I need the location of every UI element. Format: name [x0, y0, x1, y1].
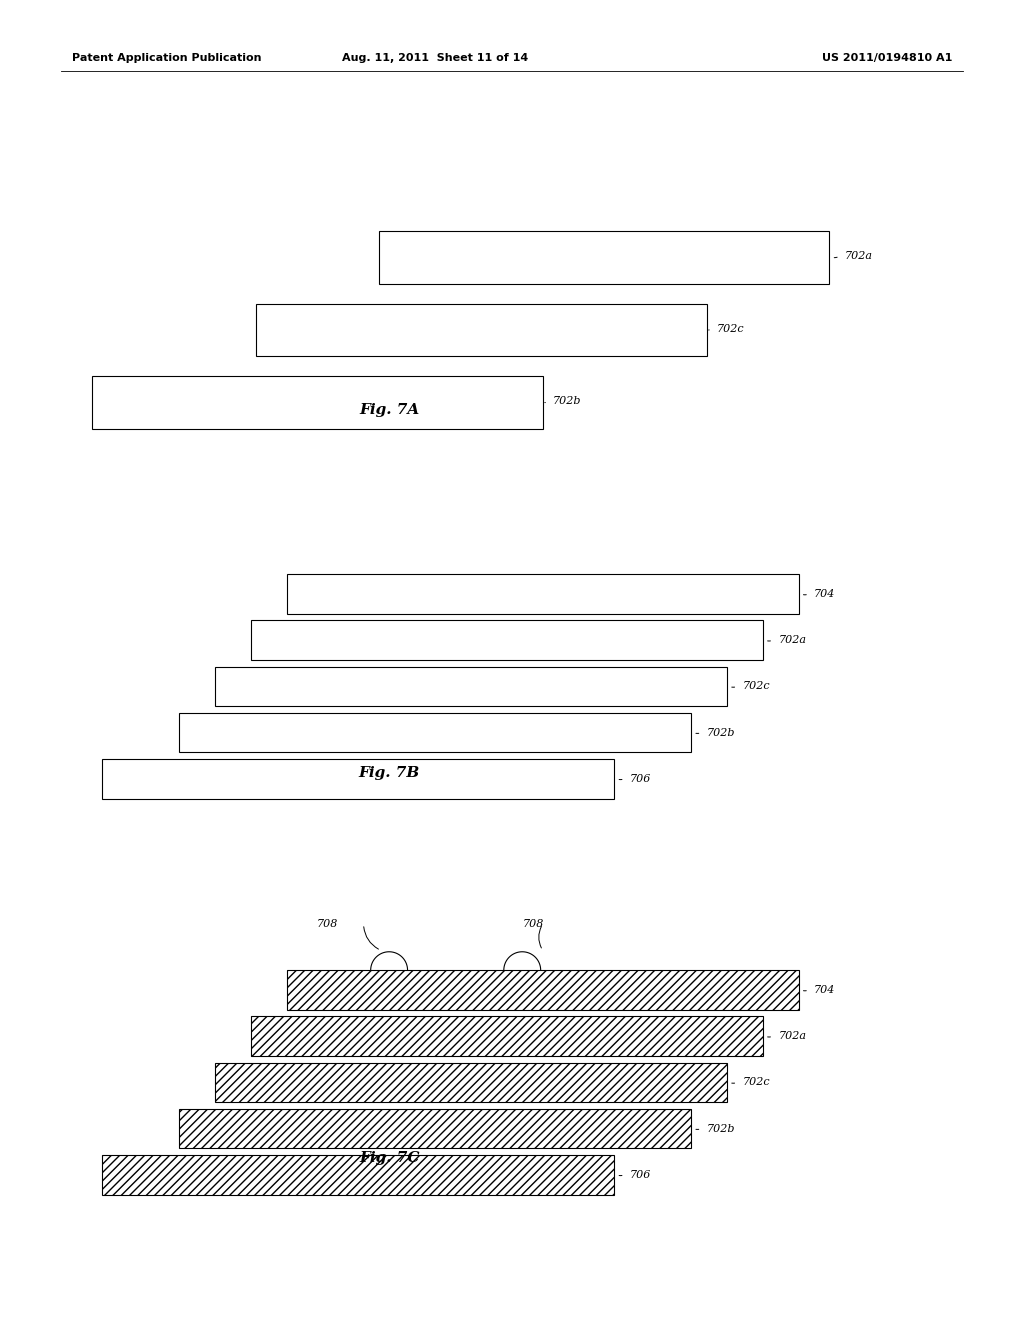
- Text: 702a: 702a: [778, 1031, 806, 1041]
- Bar: [179, 713, 691, 752]
- Bar: [179, 1109, 691, 1148]
- Text: 702c: 702c: [742, 681, 770, 692]
- Text: Fig. 7A: Fig. 7A: [359, 403, 419, 417]
- Text: 704: 704: [814, 985, 836, 995]
- Text: 702a: 702a: [778, 635, 806, 645]
- Bar: [215, 1063, 727, 1102]
- Text: Patent Application Publication: Patent Application Publication: [72, 53, 261, 63]
- Text: 702b: 702b: [553, 396, 582, 407]
- Text: US 2011/0194810 A1: US 2011/0194810 A1: [822, 53, 952, 63]
- Bar: [215, 667, 727, 706]
- Bar: [379, 231, 829, 284]
- Text: Fig. 7C: Fig. 7C: [358, 1151, 420, 1166]
- Bar: [92, 376, 543, 429]
- Text: 708: 708: [522, 919, 544, 929]
- Text: 706: 706: [630, 1170, 651, 1180]
- Text: Aug. 11, 2011  Sheet 11 of 14: Aug. 11, 2011 Sheet 11 of 14: [342, 53, 528, 63]
- Text: 702a: 702a: [845, 251, 872, 261]
- Text: 702c: 702c: [717, 323, 744, 334]
- Text: 708: 708: [316, 919, 338, 929]
- Text: 704: 704: [814, 589, 836, 599]
- Bar: [256, 304, 707, 356]
- Text: 702c: 702c: [742, 1077, 770, 1088]
- Text: 702b: 702b: [707, 1123, 735, 1134]
- Bar: [102, 759, 614, 799]
- Bar: [251, 1016, 763, 1056]
- Bar: [287, 970, 799, 1010]
- Bar: [287, 574, 799, 614]
- Text: 706: 706: [630, 774, 651, 784]
- Bar: [102, 1155, 614, 1195]
- Text: Fig. 7B: Fig. 7B: [358, 766, 420, 780]
- Text: 702b: 702b: [707, 727, 735, 738]
- Bar: [251, 620, 763, 660]
